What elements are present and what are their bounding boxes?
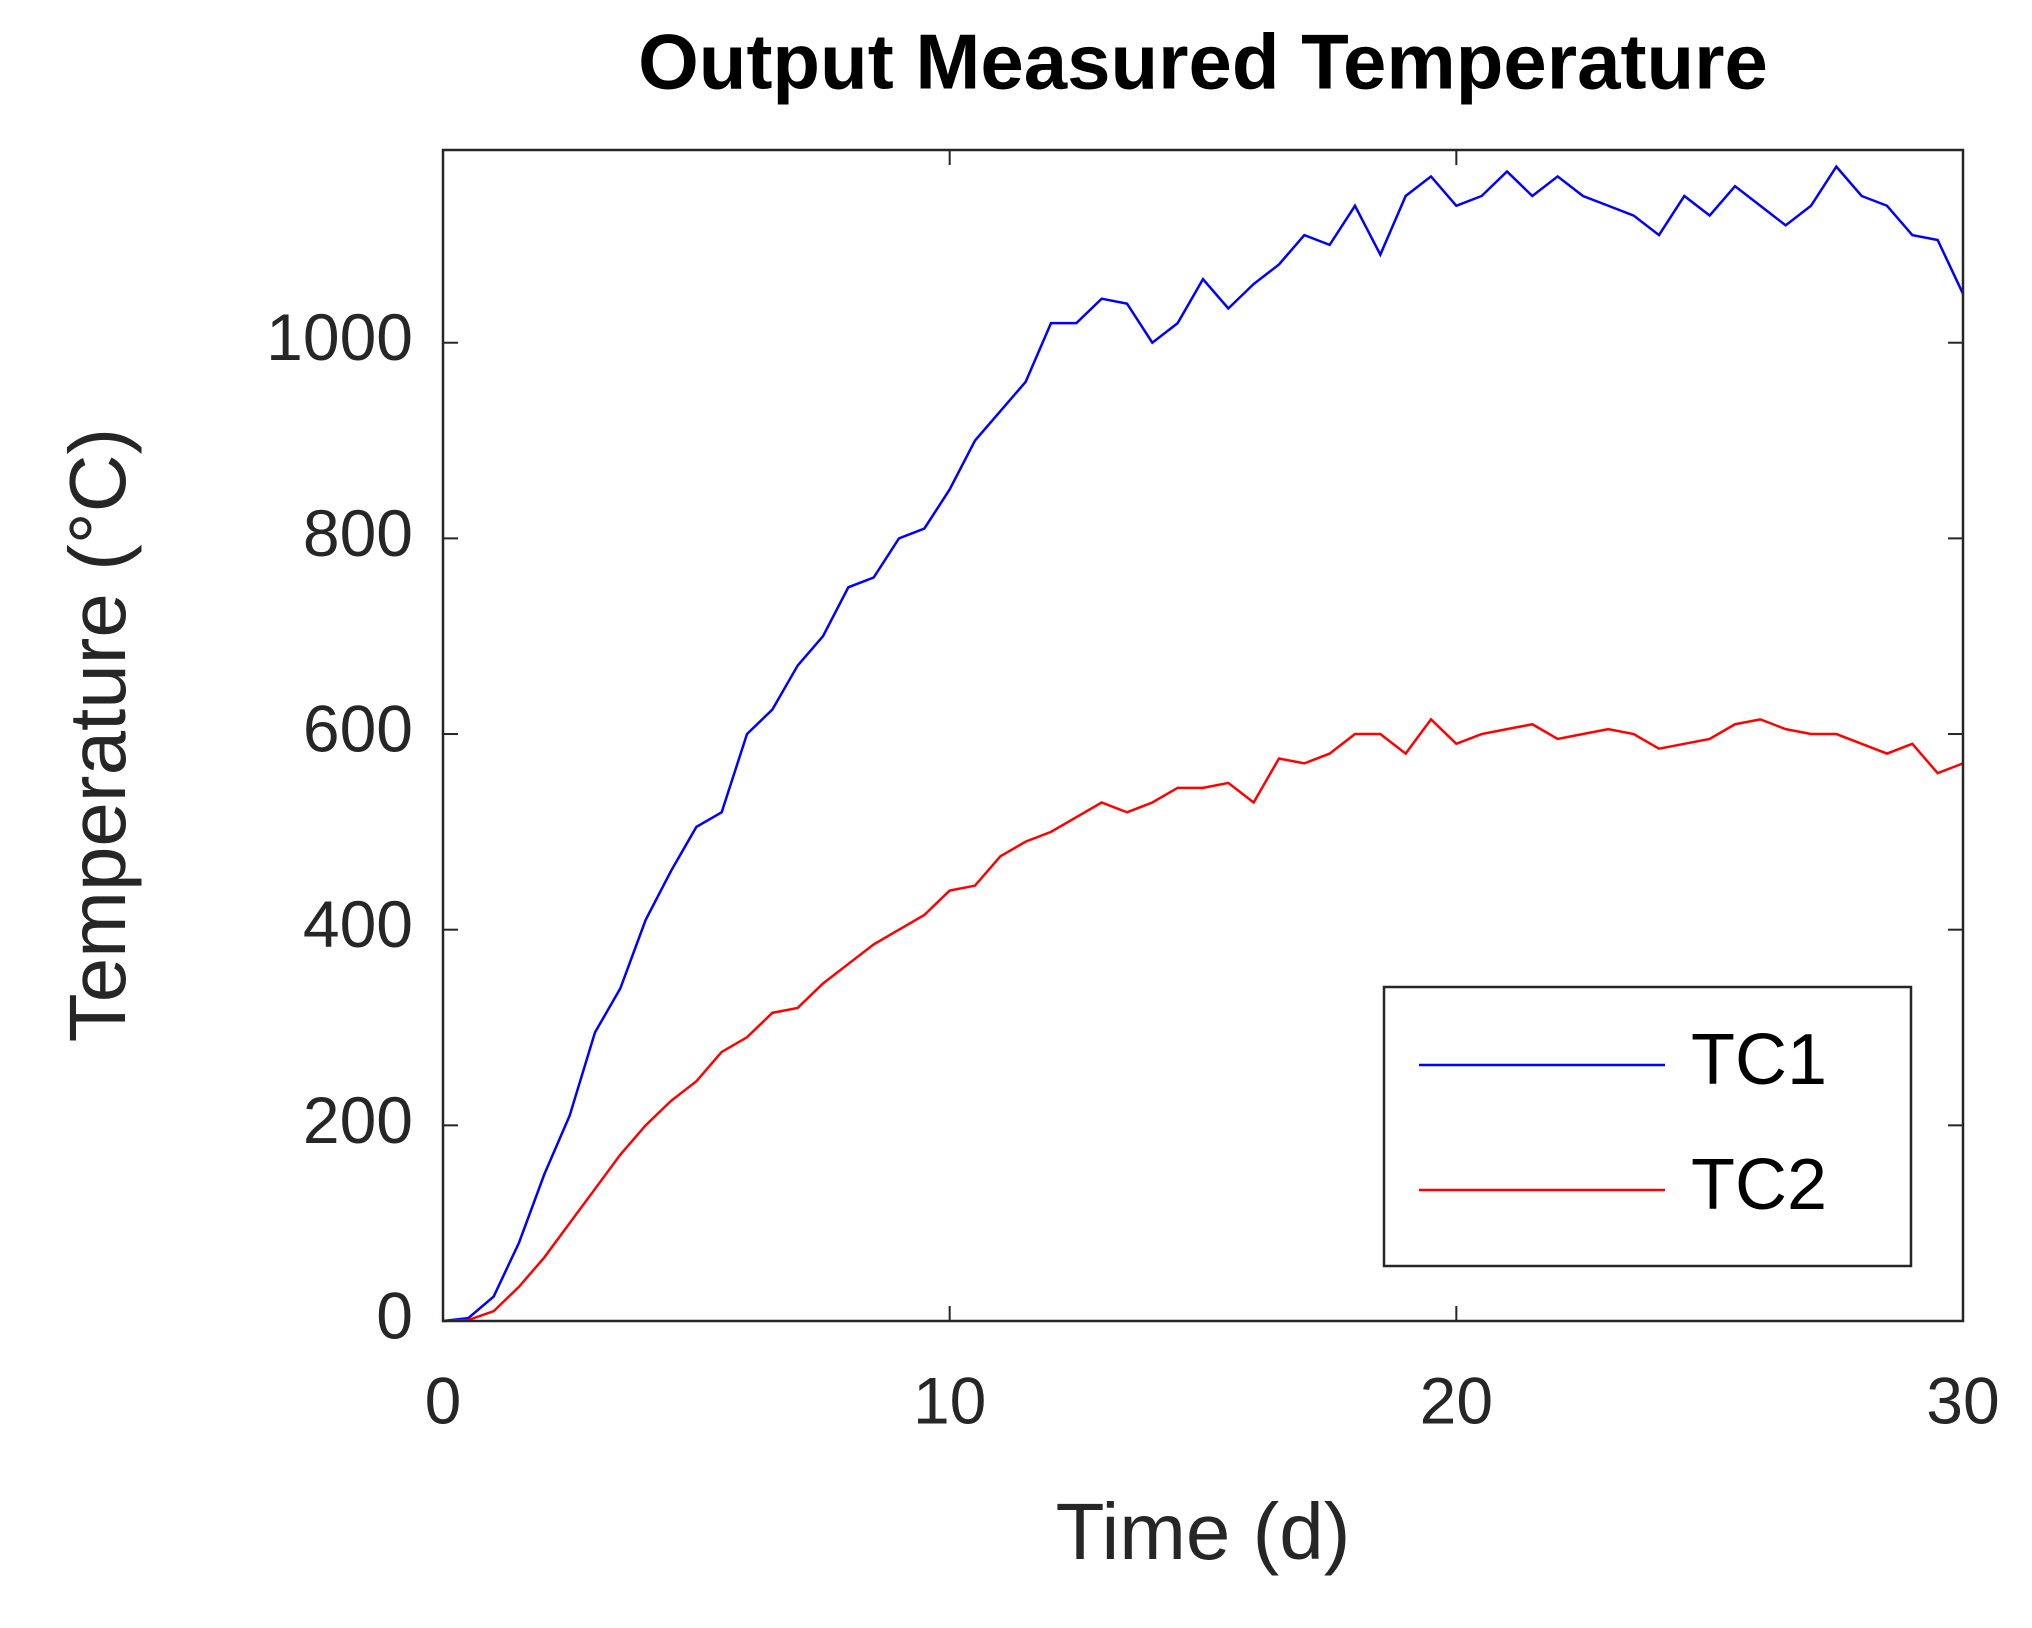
x-axis-label: Time (d)	[1056, 1487, 1351, 1576]
axes-box	[441, 148, 1965, 1323]
y-tick-label: 200	[303, 1083, 413, 1157]
chart-title: Output Measured Temperature	[638, 18, 1768, 106]
y-tick-label: 600	[303, 691, 413, 765]
x-tick-label: 30	[1926, 1363, 1999, 1437]
legend-label: TC1	[1691, 1020, 1827, 1100]
legend-label: TC2	[1691, 1145, 1827, 1225]
y-axis-label: Temperature (°C)	[53, 428, 142, 1042]
y-tick-label: 0	[376, 1278, 413, 1352]
series-line	[442, 164, 1965, 1323]
y-tick-label: 1000	[266, 300, 413, 374]
y-tick-label: 400	[303, 887, 413, 961]
x-tick-label: 0	[425, 1363, 462, 1437]
y-tick-label: 800	[303, 496, 413, 570]
x-tick-label: 10	[913, 1363, 986, 1437]
legend-box	[1382, 985, 1913, 1268]
x-tick-label: 20	[1420, 1363, 1493, 1437]
series-line	[442, 717, 1964, 1323]
